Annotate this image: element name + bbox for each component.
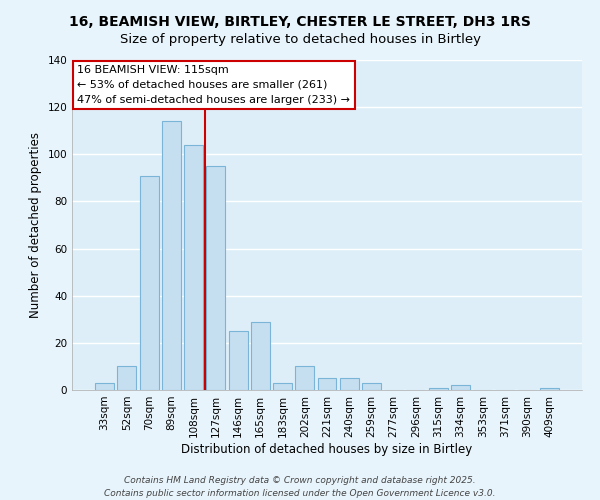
Bar xyxy=(317,378,337,390)
X-axis label: Distribution of detached houses by size in Birtley: Distribution of detached houses by size … xyxy=(181,442,473,456)
Bar xyxy=(362,383,381,390)
Bar xyxy=(273,383,292,390)
Bar xyxy=(451,386,470,390)
Bar xyxy=(95,383,114,390)
Bar xyxy=(251,322,270,390)
Bar xyxy=(118,366,136,390)
Bar xyxy=(206,166,225,390)
Text: Contains HM Land Registry data © Crown copyright and database right 2025.
Contai: Contains HM Land Registry data © Crown c… xyxy=(104,476,496,498)
Text: 16, BEAMISH VIEW, BIRTLEY, CHESTER LE STREET, DH3 1RS: 16, BEAMISH VIEW, BIRTLEY, CHESTER LE ST… xyxy=(69,15,531,29)
Bar xyxy=(340,378,359,390)
Bar xyxy=(540,388,559,390)
Bar xyxy=(229,331,248,390)
Text: Size of property relative to detached houses in Birtley: Size of property relative to detached ho… xyxy=(119,32,481,46)
Bar xyxy=(295,366,314,390)
Bar xyxy=(429,388,448,390)
Text: 16 BEAMISH VIEW: 115sqm
← 53% of detached houses are smaller (261)
47% of semi-d: 16 BEAMISH VIEW: 115sqm ← 53% of detache… xyxy=(77,65,350,104)
Y-axis label: Number of detached properties: Number of detached properties xyxy=(29,132,42,318)
Bar xyxy=(184,145,203,390)
Bar xyxy=(140,176,158,390)
Bar xyxy=(162,122,181,390)
